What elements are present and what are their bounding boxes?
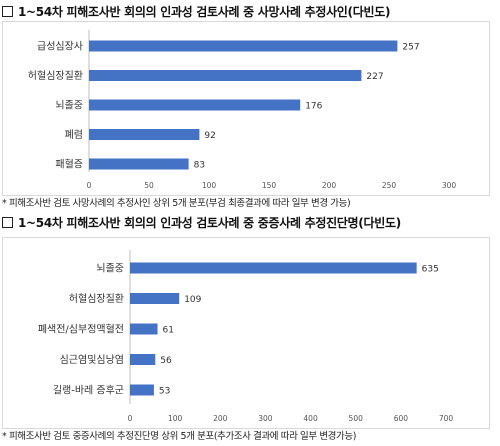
x-tick-label: 150	[262, 181, 277, 190]
x-tick-label: 600	[394, 414, 409, 423]
x-tick-label: 300	[258, 414, 273, 423]
bar	[89, 129, 200, 140]
data-label: 83	[194, 161, 205, 171]
chart1-title: 1~54차 피해조사반 회의의 인과성 검토사례 중 사망사례 추정사인(다빈도…	[2, 3, 390, 20]
data-label: 53	[159, 387, 170, 397]
chart1-title-text: 1~54차 피해조사반 회의의 인과성 검토사례 중 사망사례 추정사인(다빈도…	[18, 5, 391, 19]
x-tick-label: 300	[442, 181, 457, 190]
bar	[89, 99, 301, 111]
chart2-title-text: 1~54차 피해조사반 회의의 인과성 검토사례 중 중증사례 추정진단명(다빈…	[18, 216, 401, 230]
category-label: 폐렴	[65, 128, 83, 141]
x-tick-label: 200	[322, 181, 337, 190]
bar	[130, 293, 180, 304]
chart2-frame: 0 100 200 300 400 500 600 700 뇌졸중 635 허혈심장질환 109 폐색전…	[2, 237, 490, 429]
x-tick-label: 0	[87, 181, 92, 190]
category-label: 심근염및심낭염	[60, 354, 124, 366]
bar	[89, 40, 398, 52]
x-tick-label: 50	[144, 181, 154, 190]
data-label: 227	[366, 72, 383, 82]
x-tick-label: 250	[382, 181, 397, 190]
chart1-note: * 피해조사반 검토 사망사례의 추정사인 상위 5개 분포(부검 최종결과에 …	[2, 198, 351, 209]
data-label: 176	[305, 102, 322, 112]
category-label: 뇌졸중	[55, 100, 83, 112]
bar	[130, 354, 156, 365]
checkbox-square-icon	[2, 6, 13, 17]
bar	[130, 323, 158, 335]
category-label: 패혈증	[55, 158, 83, 171]
data-label: 61	[163, 326, 174, 336]
chart1-frame: 0 50 100 150 200 250 300 급성심장사 257 허혈심장질환 227 뇌졸중 17…	[2, 21, 490, 196]
category-label: 허혈심장질환	[69, 292, 124, 305]
category-label: 급성심장사	[37, 41, 83, 53]
bar	[89, 158, 189, 170]
data-label: 56	[160, 356, 172, 366]
x-tick-label: 200	[213, 414, 228, 423]
bar	[130, 384, 154, 396]
checkbox-square-icon	[2, 217, 13, 228]
bar	[89, 70, 362, 81]
chart2-note: * 피해조사반 검토 중증사례의 추정진단명 상위 5개 분포(추가조사 결과에…	[2, 431, 357, 442]
x-tick-label: 100	[202, 181, 217, 190]
category-label: 길랭-바레 증후군	[53, 384, 124, 397]
category-label: 폐색전/심부정맥혈전	[38, 323, 124, 336]
chart2-title: 1~54차 피해조사반 회의의 인과성 검토사례 중 중증사례 추정진단명(다빈…	[2, 214, 401, 231]
x-tick-label: 400	[303, 414, 318, 423]
data-label: 92	[204, 131, 215, 141]
x-tick-label: 500	[349, 414, 364, 423]
chart1-svg: 0 50 100 150 200 250 300 급성심장사 257 허혈심장질환 227 뇌졸중 17…	[28, 30, 457, 190]
category-label: 뇌졸중	[96, 263, 124, 275]
x-tick-label: 100	[168, 414, 183, 423]
category-label: 허혈심장질환	[28, 69, 83, 82]
x-tick-label: 0	[128, 414, 133, 423]
bar	[130, 262, 417, 274]
x-tick-label: 700	[439, 414, 454, 423]
data-label: 257	[402, 43, 419, 53]
data-label: 109	[184, 295, 201, 305]
chart2-svg: 0 100 200 300 400 500 600 700 뇌졸중 635 허혈심장질환 109 폐색전…	[38, 250, 454, 423]
data-label: 635	[422, 265, 439, 275]
